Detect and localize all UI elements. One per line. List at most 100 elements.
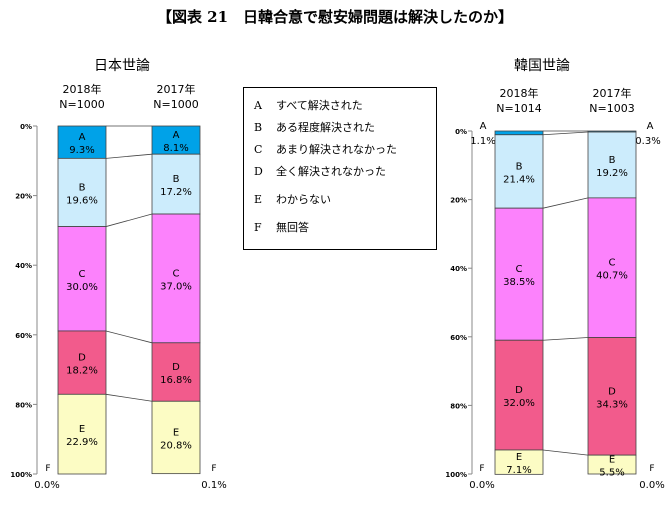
- segment-key-label: C: [516, 264, 523, 275]
- panel-title: 韓国世論: [514, 58, 570, 74]
- bar-segment-c: [57, 226, 107, 332]
- segment-key-label: E: [516, 452, 522, 463]
- segment-key-label: F: [479, 464, 484, 474]
- segment-value-label: 5.5%: [599, 468, 624, 479]
- connector-line: [542, 197, 589, 209]
- bar-segment-e: [151, 400, 201, 475]
- bar-year-label: 2018年: [63, 82, 102, 96]
- panel-title: 日本世論: [94, 58, 150, 74]
- legend-item-f: F 無回答: [254, 221, 309, 234]
- segment-key-label: F: [211, 464, 216, 474]
- bar-segment-d: [57, 330, 107, 395]
- segment-value-label: 0.0%: [34, 480, 59, 491]
- y-tick-label: 60%: [15, 332, 32, 340]
- segment-value-label: 34.3%: [596, 399, 628, 410]
- segment-key-label: D: [515, 385, 523, 396]
- connector-line: [542, 449, 589, 456]
- segment-key-label: F: [649, 464, 654, 474]
- segment-key-label: F: [45, 464, 50, 474]
- segment-value-label: 20.8%: [160, 440, 192, 451]
- bar-segment-a: [151, 125, 201, 155]
- y-tick-label: 60%: [450, 334, 467, 342]
- bar-segment-b: [494, 134, 544, 209]
- segment-value-label: 18.2%: [66, 366, 98, 377]
- segment-value-label: 7.1%: [506, 465, 531, 476]
- legend-item-b: B ある程度解決された: [254, 121, 375, 134]
- panel-korea: 韓国世論 0% 20% 40% 60% 80% 100% 2018年 N=1014 A 1.1% B 2…: [445, 58, 664, 491]
- segment-value-label: 1.1%: [470, 136, 495, 147]
- segment-value-label: 19.2%: [596, 168, 628, 179]
- bar-segment-a: [494, 130, 544, 136]
- connector-line: [542, 131, 589, 136]
- segment-key-label: A: [480, 121, 487, 132]
- bar-year-label: 2017年: [157, 82, 196, 96]
- legend: A すべて解決された B ある程度解決された C あまり解決されなかった D 全く解決さ…: [243, 87, 437, 250]
- connector-line: [105, 330, 153, 344]
- segment-value-label: 17.2%: [160, 187, 192, 198]
- segment-value-label: 8.1%: [163, 143, 188, 154]
- bar-year-label: 2018年: [500, 86, 539, 100]
- segment-key-label: B: [79, 182, 86, 193]
- bar-segment-d: [587, 337, 637, 456]
- y-tick-label: 80%: [450, 402, 467, 410]
- connector-line: [105, 153, 153, 159]
- y-tick-label: 20%: [450, 197, 467, 205]
- bar-n-label: N=1000: [153, 98, 198, 111]
- segment-value-label: 0.0%: [639, 480, 664, 491]
- bar-segment-e: [587, 454, 637, 475]
- bar-segment-c: [494, 207, 544, 341]
- y-tick-label: 80%: [15, 401, 32, 409]
- panel-japan: 日本世論 0% 20% 40% 60% 80% 100% 2018年 N=1000 A 9.3% B 1…: [10, 58, 226, 491]
- bar-n-label: N=1003: [589, 102, 634, 115]
- segment-key-label: A: [79, 132, 86, 143]
- bar-year-label: 2017年: [593, 86, 632, 100]
- y-tick-label: 40%: [450, 265, 467, 273]
- y-tick-label: 40%: [15, 262, 32, 270]
- legend-item-d: D 全く解決されなかった: [254, 165, 386, 178]
- segment-value-label: 0.1%: [201, 480, 226, 491]
- segment-key-label: E: [79, 424, 85, 435]
- legend-item-e: E わからない: [254, 193, 331, 206]
- segment-value-label: 32.0%: [503, 398, 535, 409]
- segment-value-label: 9.3%: [69, 145, 94, 156]
- y-tick-label: 0%: [455, 128, 467, 136]
- bar-segment-b: [587, 131, 637, 199]
- bar-n-label: N=1014: [496, 102, 541, 115]
- y-tick-label: 0%: [20, 123, 32, 131]
- bar-segment-b: [57, 157, 107, 227]
- segment-key-label: C: [173, 268, 180, 279]
- y-tick-label: 100%: [10, 471, 32, 479]
- segment-value-label: 0.3%: [635, 136, 660, 147]
- bar-segment-e: [494, 449, 544, 475]
- segment-key-label: D: [608, 386, 616, 397]
- connector-line: [542, 337, 589, 341]
- segment-key-label: C: [79, 269, 86, 280]
- segment-value-label: 21.4%: [503, 174, 535, 185]
- figure-title: 【図表 21 日韓合意で慰安婦問題は解決したのか】: [157, 8, 513, 26]
- legend-item-a: A すべて解決された: [254, 99, 363, 112]
- segment-value-label: 0.0%: [469, 480, 494, 491]
- bar-n-label: N=1000: [59, 98, 104, 111]
- segment-value-label: 37.0%: [160, 281, 192, 292]
- segment-value-label: 19.6%: [66, 195, 98, 206]
- segment-key-label: A: [647, 121, 654, 132]
- segment-key-label: B: [516, 161, 523, 172]
- y-tick-label: 100%: [445, 471, 467, 479]
- segment-key-label: B: [609, 155, 616, 166]
- segment-value-label: 30.0%: [66, 282, 98, 293]
- segment-value-label: 22.9%: [66, 437, 98, 448]
- segment-key-label: E: [173, 427, 179, 438]
- connector-line: [105, 393, 153, 402]
- segment-key-label: E: [609, 455, 615, 466]
- segment-key-label: D: [78, 353, 86, 364]
- bar-segment-d: [494, 339, 544, 451]
- connector-line: [105, 213, 153, 227]
- segment-value-label: 16.8%: [160, 375, 192, 386]
- segment-key-label: A: [173, 130, 180, 141]
- bar-segment-c: [151, 213, 201, 344]
- segment-key-label: D: [172, 362, 180, 373]
- segment-value-label: 40.7%: [596, 271, 628, 282]
- segment-value-label: 38.5%: [503, 277, 535, 288]
- legend-item-c: C あまり解決されなかった: [254, 143, 397, 156]
